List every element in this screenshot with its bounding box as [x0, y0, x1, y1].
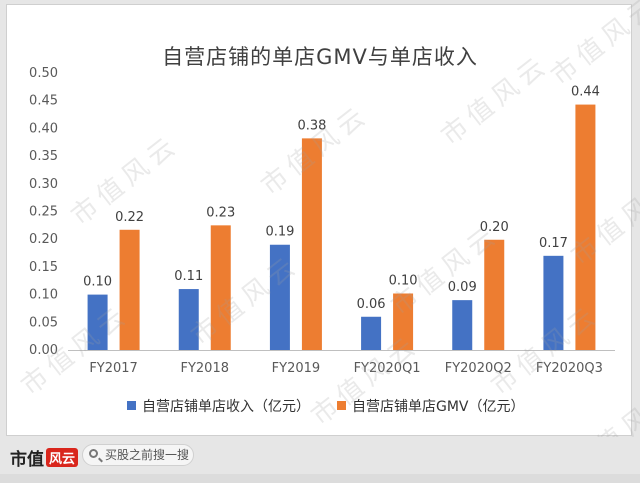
x-tick-label: FY2017	[89, 361, 138, 376]
data-label: 0.38	[297, 118, 326, 133]
bar-gmv	[210, 225, 231, 350]
y-tick-label: 0.50	[29, 66, 58, 81]
bar-gmv	[575, 104, 596, 350]
brand-logo[interactable]: 市值 风云	[10, 445, 79, 470]
y-tick-label: 0.30	[29, 177, 58, 192]
bar-revenue	[452, 300, 473, 350]
search-icon	[89, 449, 98, 458]
data-label: 0.22	[115, 210, 144, 225]
y-tick-label: 0.00	[29, 343, 58, 358]
legend-label-gmv: 自营店铺单店GMV（亿元）	[352, 399, 525, 415]
bar-chart: 0.00 0.05 0.10 0.15 0.20 0.25 0.30 0.35 0.40 0.45…	[29, 66, 615, 376]
bar-gmv	[119, 229, 140, 350]
chart-title: 自营店铺的单店GMV与单店收入	[162, 45, 478, 69]
logo-badge: 风云	[46, 448, 79, 467]
x-tick-label: FY2020Q2	[445, 361, 512, 376]
y-tick-label: 0.40	[29, 121, 58, 136]
legend-swatch-revenue	[127, 401, 136, 410]
bar-gmv	[393, 293, 414, 350]
data-label: 0.19	[265, 225, 294, 240]
legend-swatch-gmv	[337, 401, 346, 410]
y-tick-label: 0.20	[29, 232, 58, 247]
data-label: 0.11	[174, 269, 203, 284]
bar-gmv	[484, 239, 505, 350]
bar-revenue	[269, 244, 290, 350]
x-tick-label: FY2018	[180, 361, 229, 376]
search-box[interactable]: 买股之前搜一搜	[82, 444, 194, 466]
logo-text: 市值	[10, 450, 44, 470]
x-tick-label: FY2019	[272, 361, 321, 376]
y-tick-label: 0.45	[29, 94, 58, 109]
data-label: 0.44	[571, 85, 600, 100]
bar-revenue	[361, 316, 382, 350]
data-label: 0.17	[539, 236, 568, 251]
y-tick-label: 0.25	[29, 205, 58, 220]
bar-revenue	[87, 294, 108, 350]
y-tick-label: 0.10	[29, 288, 58, 303]
y-tick-label: 0.35	[29, 149, 58, 164]
footer-bar: 市值 风云 买股之前搜一搜	[0, 437, 640, 474]
data-label: 0.06	[357, 297, 386, 312]
data-label: 0.09	[448, 280, 477, 295]
bar-revenue	[543, 255, 564, 350]
y-tick-label: 0.05	[29, 315, 58, 330]
data-label: 0.10	[389, 273, 418, 288]
bar-gmv	[301, 138, 322, 350]
bar-revenue	[178, 289, 199, 350]
legend-item-gmv: 自营店铺单店GMV（亿元）	[337, 396, 525, 416]
x-tick-label: FY2020Q3	[536, 361, 603, 376]
data-label: 0.20	[480, 220, 509, 235]
legend-item-revenue: 自营店铺单店收入（亿元）	[127, 396, 310, 416]
y-tick-label: 0.15	[29, 260, 58, 275]
search-placeholder: 买股之前搜一搜	[105, 448, 190, 462]
legend-label-revenue: 自营店铺单店收入（亿元）	[142, 399, 310, 415]
data-label: 0.23	[206, 205, 235, 220]
x-tick-label: FY2020Q1	[354, 361, 421, 376]
data-label: 0.10	[83, 275, 112, 290]
